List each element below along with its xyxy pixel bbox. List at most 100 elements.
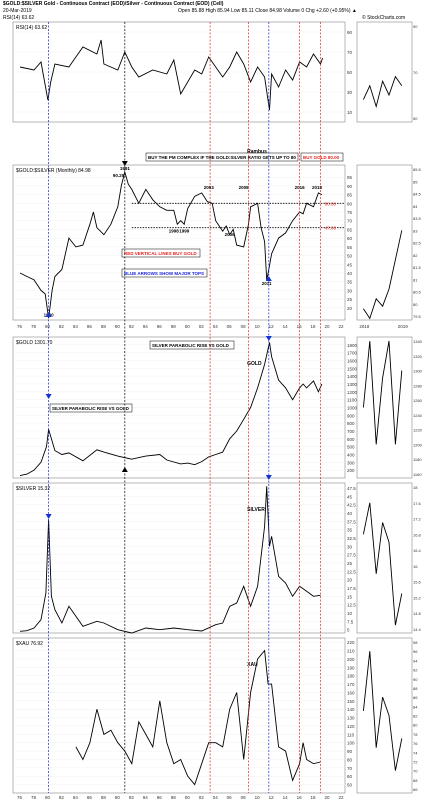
- silver-mini-ytick: 15.2: [413, 595, 422, 600]
- gold-ytick: 800: [347, 421, 355, 426]
- chart-date: 20-Mar-2019: [3, 8, 32, 14]
- blue-arrow-icon: [45, 514, 52, 519]
- silver-ytick: 40: [347, 511, 353, 516]
- x-tick-label: 88: [101, 795, 107, 800]
- blue-arrow-icon: [45, 394, 52, 399]
- gold-mini-ytick: 1180: [413, 457, 422, 462]
- ratio-mini-ytick: 83: [413, 228, 418, 233]
- xau-panel-label: $XAU 76.92: [16, 641, 43, 647]
- ratio-mini-ytick: 82: [413, 253, 418, 258]
- xau-ytick: 220: [347, 640, 355, 645]
- xau-ytick: 100: [347, 741, 355, 746]
- x-tick-label: 92: [129, 795, 135, 800]
- silver-ytick: 22.5: [347, 569, 356, 574]
- xau-ytick: 160: [347, 690, 355, 695]
- ratio-frame: [12, 164, 346, 321]
- x-tick-label: 94: [143, 795, 149, 800]
- gold-mini-ytick: 1160: [413, 472, 422, 477]
- ratio-annotation: 1999: [179, 229, 190, 234]
- blue-arrow-icon: [265, 475, 272, 480]
- silver-ytick: 25: [347, 561, 353, 566]
- xau-series-line: [75, 649, 321, 786]
- silver-ytick: 30: [347, 544, 353, 549]
- gold-mini-ytick: 1280: [413, 383, 423, 388]
- gold-ytick: 600: [347, 437, 355, 442]
- buy-gold-note: BUY GOLD 80.00: [303, 155, 340, 160]
- xau-ytick: 180: [347, 674, 355, 679]
- red-lines-note: RED VERTICAL LINES BUY GOLD: [124, 251, 197, 256]
- x-tick-label: 92: [129, 324, 135, 329]
- x-tick-label: 08: [241, 324, 247, 329]
- x-tick-label: 14: [283, 324, 289, 329]
- silver-mini-frame: [356, 482, 413, 634]
- silver-ytick: 27.5: [347, 553, 356, 558]
- gold-ytick: 300: [347, 460, 355, 465]
- gold-panel-note: GOLD: [247, 361, 262, 367]
- rsi-mini-ytick: 70: [413, 70, 418, 75]
- ratio-mini-ytick: 84.5: [413, 192, 422, 197]
- x-tick-label: 02: [199, 324, 205, 329]
- x-tick-label: 16: [297, 795, 303, 800]
- xau-ytick: 170: [347, 682, 355, 687]
- gold-mini-series-line: [362, 340, 403, 445]
- ratio-mini-ytick: 81: [413, 277, 418, 282]
- xau-mini-ytick: 82: [413, 714, 418, 719]
- x-tick-label: 22: [339, 795, 345, 800]
- gold-series-line: [19, 342, 323, 477]
- ratio-ytick: 90: [347, 184, 353, 189]
- xau-ytick: 130: [347, 716, 355, 721]
- silver-ytick: 45: [347, 494, 353, 499]
- ratio-mini-ytick: 84: [413, 204, 418, 209]
- ratio-annotation: 2011: [262, 281, 272, 286]
- x-tick-label: 20: [325, 795, 331, 800]
- silver-ytick: 47.5: [347, 486, 356, 491]
- gold-mini-ytick: 1320: [413, 354, 423, 359]
- ratio-note-box: [145, 152, 299, 162]
- x-tick-label: 76: [17, 324, 23, 329]
- silver-ytick: 12.5: [347, 603, 356, 608]
- x-tick-label: 00: [185, 324, 191, 329]
- ratio-mini-series-line: [363, 230, 403, 320]
- ratio-mini-ytick: 80: [413, 302, 418, 307]
- xau-mini-ytick: 86: [413, 695, 418, 700]
- gold-note-box-2: [149, 340, 235, 350]
- blue-arrow-icon: [265, 276, 272, 281]
- gold-ytick: 1300: [347, 382, 358, 387]
- gold-note-2: SILVER PARABOLIC RISE VS GOLD: [152, 343, 230, 348]
- ratio-annotation: 1998: [169, 229, 180, 234]
- x-tick-label: 82: [59, 795, 65, 800]
- silver-ytick: 37.5: [347, 519, 356, 524]
- x-tick-label: 22: [339, 324, 345, 329]
- x-tick-label: 78: [31, 324, 37, 329]
- x-tick-label: 08: [241, 795, 247, 800]
- xau-ytick: 90: [347, 749, 353, 754]
- blue-arrow-icon: [45, 312, 52, 317]
- ratio-panel-label: $GOLD:$SILVER (Monthly) 84.98: [16, 168, 91, 174]
- xau-mini-ytick: 74: [413, 750, 418, 755]
- silver-mini-ytick: 15.6: [413, 580, 422, 585]
- rsi-ytick: 90: [347, 30, 353, 35]
- x-tick-label: 18: [311, 795, 317, 800]
- silver-mini-ytick: 14.4: [413, 627, 422, 632]
- silver-mini-ytick: 17.6: [413, 501, 422, 506]
- black-arrow-icon: [121, 467, 128, 472]
- ratio-series-line: [19, 170, 323, 319]
- ratio-hline-label: 47.86: [325, 226, 337, 231]
- xau-mini-ytick: 90: [413, 677, 418, 682]
- gold-ytick: 700: [347, 429, 355, 434]
- xau-ytick: 50: [347, 783, 353, 788]
- mini-x-tick-label: 2018: [359, 324, 370, 329]
- ratio-ytick: 20: [347, 306, 353, 311]
- gold-mini-ytick: 1220: [413, 428, 423, 433]
- gold-panel-label: $GOLD 1301.70: [16, 340, 53, 346]
- gold-ytick: 400: [347, 453, 355, 458]
- silver-mini-ytick: 14.8: [413, 611, 422, 616]
- ratio-ytick: 75: [347, 210, 353, 215]
- ratio-ytick: 40: [347, 271, 353, 276]
- ratio-mini-ytick: 85: [413, 179, 418, 184]
- x-tick-label: 96: [157, 324, 163, 329]
- ohlc-readout: Open 85.88 High 85.94 Low 85.11 Close 84…: [178, 8, 357, 14]
- x-tick-label: 80: [45, 324, 51, 329]
- xau-mini-ytick: 72: [413, 759, 418, 764]
- blue-arrow-icon: [265, 336, 272, 341]
